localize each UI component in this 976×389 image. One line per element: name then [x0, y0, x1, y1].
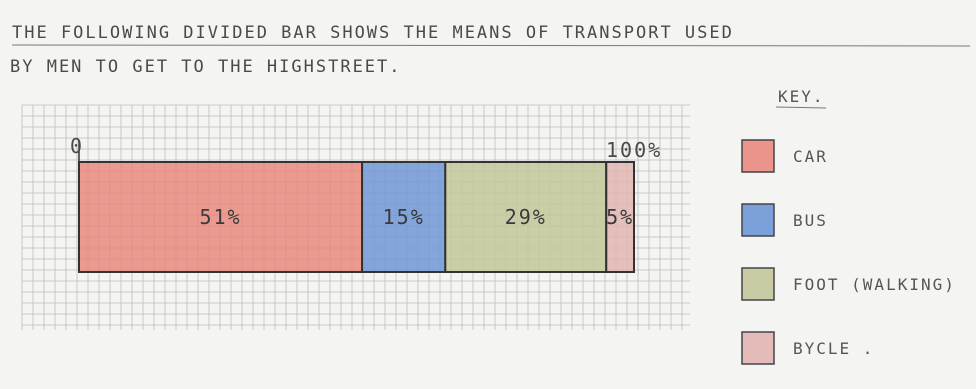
scale-zero-label: 0: [70, 134, 84, 158]
legend: CAR BUS FOOT (WALKING) BYCLE .: [741, 139, 956, 365]
key-heading: KEY.: [778, 87, 825, 106]
segment-labels: 51% 15% 29% 5%: [199, 205, 634, 229]
title-underline: [11, 44, 971, 47]
key-heading-underline: [775, 106, 827, 109]
legend-label: FOOT (WALKING): [793, 275, 956, 294]
bar-segment-bycle: [605, 161, 635, 273]
bar-segment-foot-walking: [444, 161, 608, 273]
legend-swatch: [741, 267, 775, 301]
legend-swatch: [741, 331, 775, 365]
segment-value-label: 5%: [606, 205, 634, 229]
legend-swatch: [741, 139, 775, 173]
scale-max-label: 100%: [606, 138, 662, 162]
legend-label: BYCLE .: [793, 339, 874, 358]
segment-value-label: 15%: [383, 205, 425, 229]
legend-label: CAR: [793, 147, 828, 166]
chart-title-line-1: THE FOLLOWING DIVIDED BAR SHOWS THE MEAN…: [12, 23, 734, 43]
legend-swatch: [741, 203, 775, 237]
bar-segment-bus: [361, 161, 447, 273]
bar-segment-car: [78, 161, 364, 273]
legend-label: BUS: [793, 211, 828, 230]
segment-value-label: 29%: [505, 205, 547, 229]
segment-value-label: 51%: [199, 205, 241, 229]
bar-segments: [78, 161, 635, 273]
chart-title-line-2: BY MEN TO GET TO THE HIGHSTREET.: [10, 57, 402, 77]
